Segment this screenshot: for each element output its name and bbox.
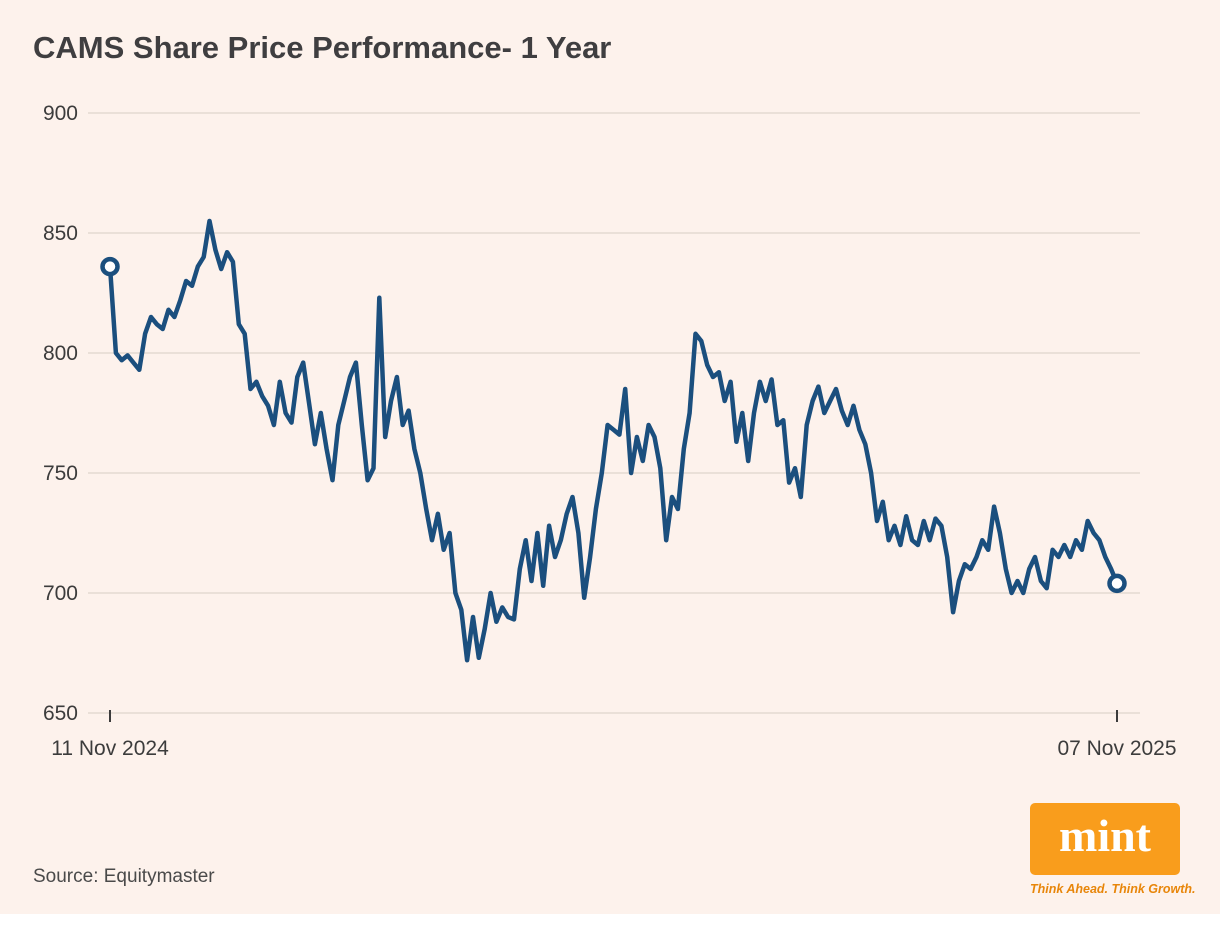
mint-logo: mint [1030,803,1180,875]
chart-title: CAMS Share Price Performance- 1 Year [33,30,612,65]
mint-logo-text: mint [1059,810,1151,861]
y-axis-label: 750 [43,462,78,485]
y-axis-label: 850 [43,222,78,245]
x-axis-label-start: 11 Nov 2024 [51,737,169,760]
price-line [107,218,1120,663]
end-marker [1107,573,1127,594]
y-axis-label: 700 [43,582,78,605]
x-axis-label-end: 07 Nov 2025 [1057,737,1176,760]
start-marker [100,256,120,277]
source-attribution: Source: Equitymaster [33,866,215,887]
y-axis-label: 650 [43,702,78,725]
y-axis-label: 800 [43,342,78,365]
y-axis-label: 900 [43,102,78,125]
mint-tagline: Think Ahead. Think Growth. [1030,882,1196,896]
bottom-white-strip [0,914,1220,926]
